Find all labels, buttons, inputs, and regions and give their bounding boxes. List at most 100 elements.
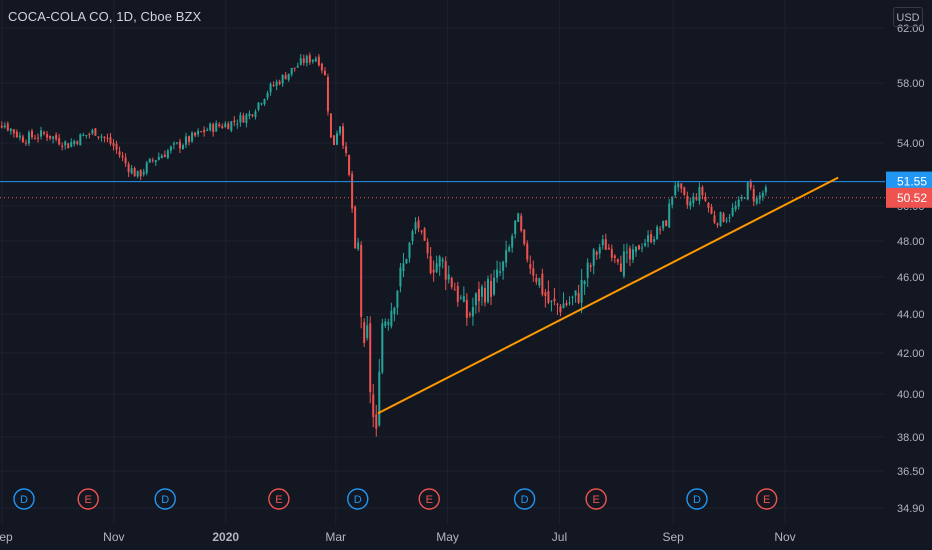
earnings-marker[interactable]	[268, 488, 290, 510]
candle-body	[559, 306, 562, 313]
candle-body	[351, 173, 354, 209]
candle-body	[70, 142, 73, 147]
candle-body	[6, 123, 9, 131]
candle-body	[21, 136, 24, 143]
candle-body	[704, 196, 707, 201]
candle-body	[384, 321, 387, 327]
y-tick-label: 40.00	[897, 389, 925, 401]
dividend-marker[interactable]	[13, 488, 35, 510]
x-tick-label: May	[436, 530, 459, 544]
candle-body	[109, 137, 112, 144]
candle-body	[257, 102, 260, 110]
earnings-marker[interactable]	[585, 488, 607, 510]
candle-body	[734, 205, 737, 210]
candle-body	[34, 138, 37, 140]
trendline[interactable]	[377, 176, 839, 415]
candle-body	[456, 286, 459, 302]
candle-body	[52, 136, 55, 139]
candle-body	[203, 129, 206, 133]
candle-body	[64, 141, 67, 146]
y-tick-label: 36.50	[897, 466, 925, 478]
candle-body	[644, 243, 647, 246]
candle-body	[278, 81, 281, 85]
candle-body	[713, 215, 716, 223]
candle-body	[396, 290, 399, 308]
price-axis[interactable]: 34.90 36.50 38.00 40.00 42.00 44.00 46.00 48.00…	[886, 23, 932, 515]
candle-body	[511, 236, 514, 248]
candle-body	[233, 120, 236, 123]
candle-body	[157, 156, 160, 160]
event-marker-label: D	[20, 494, 28, 506]
candle-body	[574, 290, 577, 296]
candle-body	[502, 261, 505, 271]
y-tick-label: 54.00	[897, 138, 925, 150]
chart-title: COCA-COLA CO, 1D, Cboe BZX	[8, 9, 202, 24]
x-tick-label: Sep	[0, 530, 13, 544]
earnings-marker[interactable]	[418, 488, 440, 510]
candle-body	[336, 133, 339, 145]
candle-body	[616, 259, 619, 263]
candle-body	[185, 136, 188, 145]
candle-body	[604, 239, 607, 250]
candle-body	[450, 277, 453, 288]
candle-body	[749, 181, 752, 188]
candle-body	[206, 129, 209, 131]
candle-body	[493, 277, 496, 295]
candle-body	[586, 262, 589, 278]
candle-body	[550, 300, 553, 302]
candle-body	[76, 141, 79, 144]
candle-body	[390, 310, 393, 327]
candle-body	[284, 75, 287, 80]
candle-body	[499, 271, 502, 273]
candle-body	[339, 126, 342, 134]
candle-body	[191, 132, 194, 142]
dividend-marker[interactable]	[513, 488, 536, 510]
candle-body	[181, 145, 184, 150]
candle-body	[136, 170, 139, 177]
dividend-marker[interactable]	[347, 488, 369, 510]
dividend-marker[interactable]	[686, 488, 708, 510]
candle-body	[619, 263, 622, 272]
candles	[0, 52, 767, 437]
currency-button[interactable]: USD	[893, 7, 923, 27]
candle-body	[172, 143, 175, 145]
candle-body	[314, 58, 317, 62]
candle-body	[73, 140, 76, 145]
candle-body	[414, 222, 417, 231]
dividend-marker[interactable]	[154, 488, 176, 510]
last-price-badge	[886, 187, 932, 208]
candle-body	[251, 114, 254, 116]
event-marker-label: D	[161, 494, 169, 506]
candle-body	[166, 150, 169, 158]
candle-body	[302, 58, 305, 63]
candle-body	[474, 293, 477, 306]
candle-body	[671, 196, 674, 205]
candle-body	[465, 299, 468, 318]
x-tick-label: Nov	[774, 530, 795, 544]
candle-body	[18, 135, 21, 138]
candle-body	[662, 220, 665, 229]
candle-body	[438, 256, 441, 267]
candle-body	[245, 114, 248, 123]
candle-body	[483, 288, 486, 303]
grid-lines	[0, 0, 885, 525]
candle-body	[689, 201, 692, 207]
earnings-marker[interactable]	[77, 488, 99, 510]
x-tick-label: Mar	[325, 530, 346, 544]
candle-body	[215, 123, 218, 132]
candle-body	[405, 258, 408, 264]
candle-body	[296, 65, 299, 68]
x-tick-label: Nov	[103, 530, 124, 544]
candle-body	[674, 185, 677, 196]
candle-body	[435, 263, 438, 273]
candle-body	[200, 131, 203, 133]
earnings-marker[interactable]	[755, 488, 778, 510]
candle-body	[408, 242, 411, 259]
time-axis[interactable]: Sep Nov 2020 Mar May Jul Sep Nov	[0, 530, 796, 544]
candle-body	[79, 134, 82, 146]
candle-body	[342, 126, 345, 146]
hline-price-badge	[886, 171, 932, 192]
candle-body	[468, 313, 471, 316]
